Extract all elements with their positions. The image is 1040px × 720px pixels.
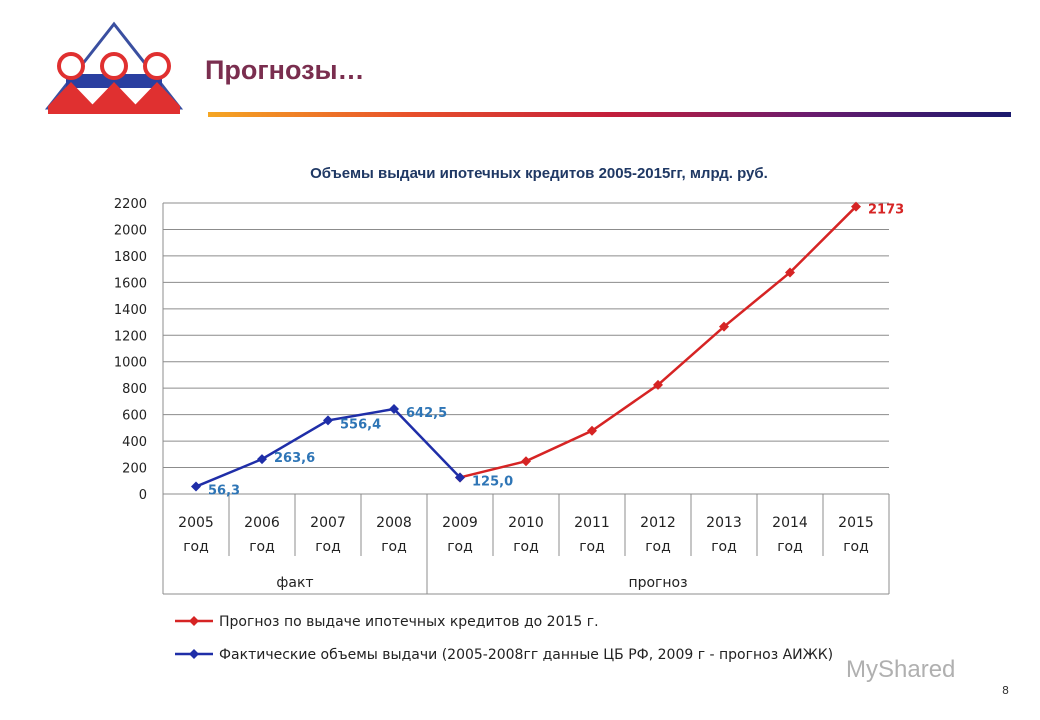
y-tick-labels: 0 200 400 600 800 1000 1200 1400 1600 1800 2000 220…: [114, 197, 147, 503]
category-label: 2009: [442, 515, 478, 531]
data-point: [323, 415, 333, 426]
y-tick-label: 1200: [114, 329, 147, 344]
category-label: год: [249, 539, 275, 555]
category-label: 2015: [838, 515, 874, 531]
category-label: год: [315, 539, 341, 555]
y-tick-label: 1800: [114, 250, 147, 265]
chart-axes: [162, 203, 889, 495]
category-label: год: [579, 539, 605, 555]
data-point: [191, 481, 201, 492]
data-label: 556,4: [340, 417, 381, 432]
title-divider: [208, 112, 1011, 117]
category-label: 2007: [310, 515, 346, 531]
chart-grid: [163, 202, 889, 495]
data-point: [521, 456, 531, 467]
group-label: факт: [276, 575, 313, 591]
y-tick-label: 2200: [114, 197, 147, 212]
y-tick-label: 600: [122, 409, 147, 424]
data-point: [851, 201, 861, 212]
data-point: [455, 472, 465, 483]
category-label: год: [777, 539, 803, 555]
category-label: год: [843, 539, 869, 555]
y-tick-label: 800: [122, 382, 147, 397]
legend-swatch-marker: [189, 649, 199, 659]
data-label: 56,3: [208, 484, 240, 499]
category-label: 2014: [772, 515, 808, 531]
data-point: [785, 267, 795, 278]
category-table: 2005 год 2006 год 2007 год 2008 год 2009 год 2010 г…: [162, 494, 890, 594]
legend-swatch-marker: [189, 616, 199, 626]
series-lines: [191, 201, 861, 492]
legend-label: Прогноз по выдаче ипотечных кредитов до …: [219, 614, 599, 630]
page-number: 8: [1002, 684, 1009, 697]
data-label: 125,0: [472, 474, 513, 489]
category-label: год: [381, 539, 407, 555]
data-label: 642,5: [406, 406, 447, 421]
y-tick-label: 1000: [114, 356, 147, 371]
category-label: 2006: [244, 515, 280, 531]
y-tick-label: 1400: [114, 303, 147, 318]
y-tick-label: 1600: [114, 276, 147, 291]
category-label: 2011: [574, 515, 610, 531]
category-label: год: [711, 539, 737, 555]
data-labels: 2173 56,3 263,6 556,4 642,5 125,0: [208, 203, 904, 499]
chart-legend: Прогноз по выдаче ипотечных кредитов до …: [163, 593, 889, 663]
legend-label: Фактические объемы выдачи (2005-2008гг д…: [219, 647, 833, 663]
data-label: 2173: [868, 203, 904, 218]
category-label: 2005: [178, 515, 214, 531]
category-label: год: [513, 539, 539, 555]
organization-logo: [44, 21, 184, 114]
y-tick-label: 400: [122, 435, 147, 450]
chart-title: Объемы выдачи ипотечных кредитов 2005-20…: [310, 165, 768, 182]
data-point: [719, 321, 729, 332]
data-point: [389, 404, 399, 415]
category-label: год: [447, 539, 473, 555]
page-title: Прогнозы…: [205, 55, 365, 85]
y-tick-label: 200: [122, 462, 147, 477]
y-tick-label: 0: [139, 488, 147, 503]
group-label: прогноз: [628, 575, 687, 591]
category-label: 2010: [508, 515, 544, 531]
data-label: 263,6: [274, 451, 315, 466]
category-label: год: [645, 539, 671, 555]
data-point: [257, 454, 267, 465]
category-label: 2013: [706, 515, 742, 531]
y-tick-label: 2000: [114, 223, 147, 238]
category-label: 2012: [640, 515, 676, 531]
category-label: год: [183, 539, 209, 555]
watermark: MyShared: [846, 656, 956, 683]
category-label: 2008: [376, 515, 412, 531]
series-line: [459, 205, 857, 479]
data-point: [587, 425, 597, 436]
data-point: [653, 379, 663, 390]
